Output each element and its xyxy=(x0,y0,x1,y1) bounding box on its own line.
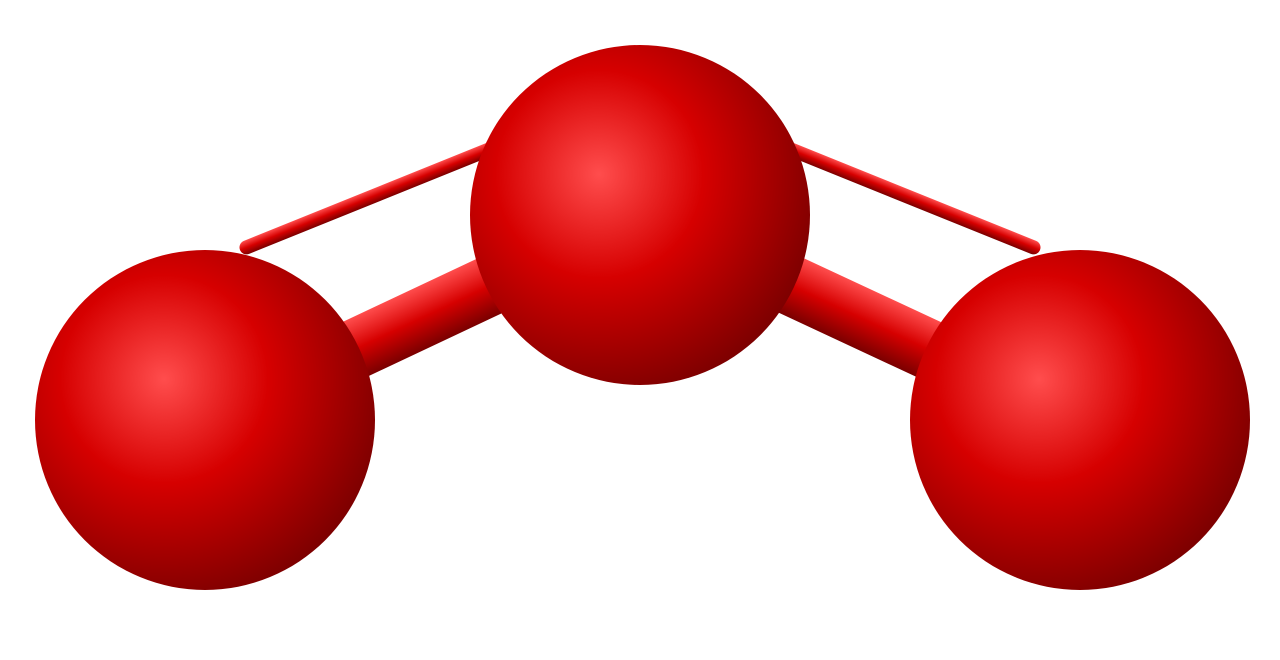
atom-O2 xyxy=(470,45,810,385)
molecule-diagram xyxy=(0,0,1280,660)
atom-O3 xyxy=(910,250,1250,590)
atom-O1 xyxy=(35,250,375,590)
